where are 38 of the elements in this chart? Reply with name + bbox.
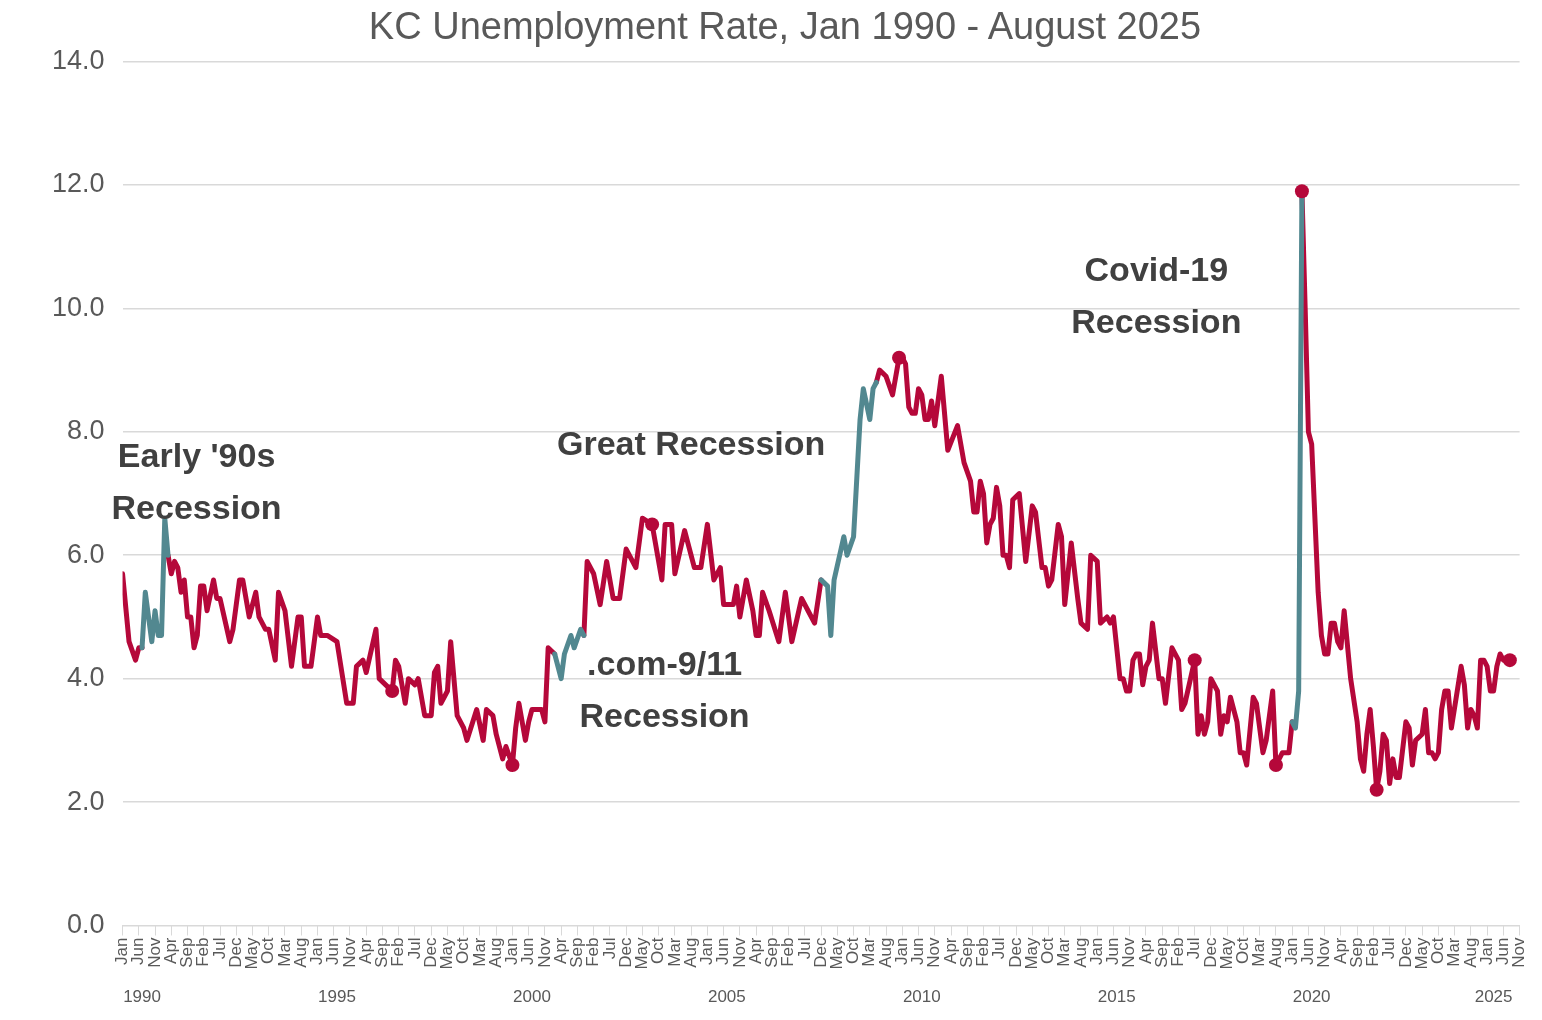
chart-title: KC Unemployment Rate, Jan 1990 - August 2025 bbox=[368, 5, 1202, 48]
x2-tick-label: 2000 bbox=[513, 987, 551, 1007]
point bbox=[1268, 758, 1283, 773]
x-tick-label: May bbox=[437, 936, 457, 970]
point bbox=[1369, 782, 1384, 797]
x2-tick-label: 1990 bbox=[123, 987, 161, 1007]
point bbox=[1294, 184, 1309, 199]
point bbox=[892, 350, 907, 365]
annotation: Covid-19 Recession bbox=[1071, 249, 1242, 340]
x2-tick-label: 2025 bbox=[1474, 987, 1513, 1007]
y-tick-label: 8.0 bbox=[67, 415, 105, 446]
x2-tick-label: 2015 bbox=[1097, 987, 1136, 1007]
x-tick-label: May bbox=[242, 936, 262, 970]
x-tick-label: May bbox=[632, 936, 652, 970]
y-tick-label: 10.0 bbox=[51, 291, 105, 322]
x-tick-label: May bbox=[827, 936, 847, 970]
y-tick-label: 6.0 bbox=[67, 538, 105, 569]
y-tick-label: 0.0 bbox=[67, 908, 105, 939]
x-tick-label: Sep bbox=[372, 937, 392, 968]
y-tick-label: 4.0 bbox=[67, 662, 105, 693]
x-tick-label: Sep bbox=[177, 937, 197, 968]
annotation: .com-9/11 Recession bbox=[579, 643, 750, 734]
x2-tick-label: 2005 bbox=[707, 987, 746, 1007]
y-tick-label: 12.0 bbox=[51, 168, 105, 199]
x2-tick-label: 1995 bbox=[318, 987, 356, 1007]
point bbox=[1502, 653, 1517, 668]
x2-tick-label: 2010 bbox=[902, 987, 941, 1007]
annotation: Great Recession bbox=[556, 424, 826, 463]
point bbox=[1187, 653, 1202, 668]
point bbox=[505, 758, 520, 773]
point bbox=[645, 517, 660, 532]
x-tick-label: Sep bbox=[567, 937, 587, 968]
y-tick-label: 2.0 bbox=[67, 785, 105, 816]
x2-tick-label: 2020 bbox=[1292, 987, 1331, 1007]
x-tick-label: Sep bbox=[762, 937, 782, 968]
annotation: Early '90s Recession bbox=[111, 435, 282, 526]
point bbox=[385, 684, 400, 698]
y-tick-label: 14.0 bbox=[51, 45, 105, 76]
